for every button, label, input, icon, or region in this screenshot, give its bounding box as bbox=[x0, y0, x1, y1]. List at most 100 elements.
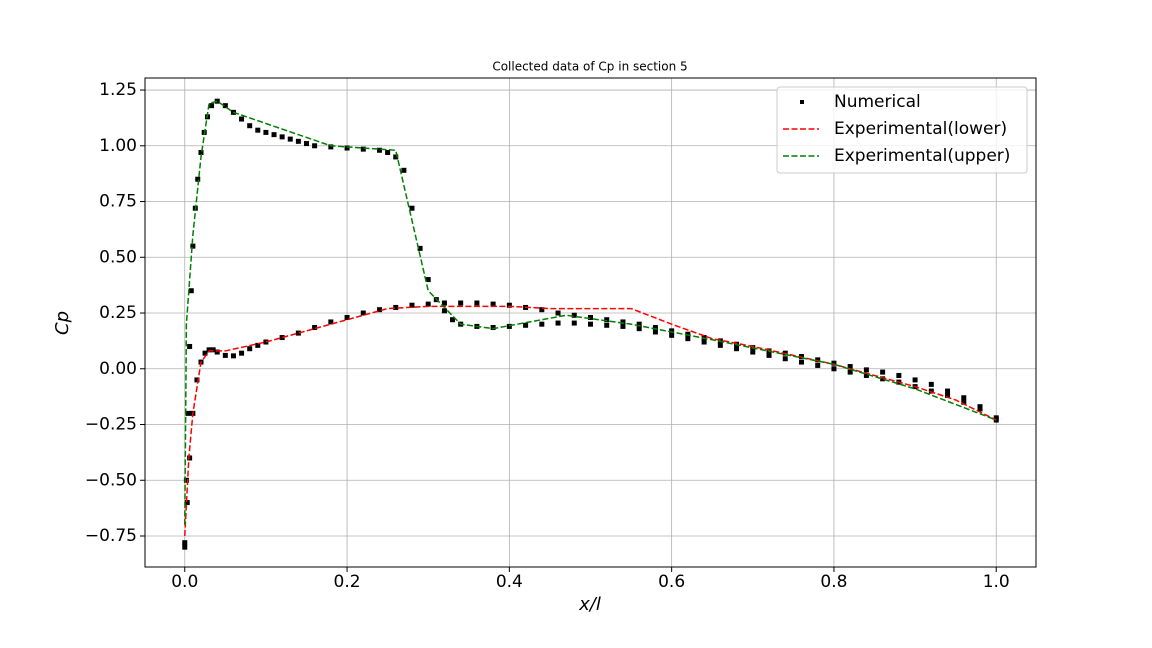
legend-label: Experimental(upper) bbox=[834, 146, 1010, 166]
marker bbox=[490, 301, 496, 307]
chart-title: Collected data of Cp in section 5 bbox=[492, 60, 687, 74]
marker bbox=[831, 366, 837, 372]
marker bbox=[271, 132, 277, 138]
x-tick-label: 0.4 bbox=[496, 572, 523, 592]
marker bbox=[209, 103, 215, 109]
marker bbox=[685, 336, 691, 342]
y-tick-label: 0.50 bbox=[99, 247, 137, 267]
marker bbox=[263, 339, 269, 345]
marker bbox=[409, 302, 415, 308]
y-tick-label: −0.50 bbox=[85, 470, 137, 490]
y-tick-label: 0.75 bbox=[99, 192, 137, 212]
marker bbox=[474, 300, 480, 306]
marker bbox=[344, 314, 350, 320]
marker bbox=[506, 302, 512, 308]
marker bbox=[750, 349, 756, 355]
x-tick-label: 0.2 bbox=[334, 572, 361, 592]
marker bbox=[588, 314, 593, 320]
legend-box bbox=[776, 86, 1028, 174]
marker bbox=[636, 326, 642, 332]
marker bbox=[912, 377, 918, 383]
marker bbox=[247, 346, 253, 352]
marker bbox=[620, 323, 626, 329]
marker bbox=[239, 116, 245, 122]
marker bbox=[701, 339, 707, 345]
marker bbox=[815, 357, 821, 363]
marker bbox=[977, 404, 983, 410]
marker bbox=[182, 544, 188, 550]
marker bbox=[815, 362, 821, 368]
marker bbox=[328, 144, 334, 150]
marker bbox=[393, 304, 399, 310]
marker bbox=[831, 360, 837, 366]
marker bbox=[571, 312, 577, 318]
marker bbox=[187, 455, 193, 461]
marker bbox=[214, 98, 220, 104]
y-tick-label: −0.25 bbox=[85, 415, 137, 435]
marker bbox=[669, 328, 675, 334]
x-axis-label: x/l bbox=[578, 594, 601, 615]
y-tick-label: 0.00 bbox=[99, 359, 137, 379]
marker bbox=[239, 350, 245, 356]
legend-label: Numerical bbox=[834, 92, 921, 112]
marker bbox=[863, 367, 869, 373]
marker bbox=[450, 317, 456, 323]
marker bbox=[928, 381, 934, 387]
marker bbox=[202, 350, 208, 356]
marker bbox=[555, 320, 561, 326]
marker bbox=[539, 307, 545, 313]
marker bbox=[279, 335, 285, 341]
marker bbox=[847, 364, 853, 370]
marker bbox=[187, 343, 193, 349]
marker bbox=[928, 388, 934, 394]
marker bbox=[312, 325, 318, 331]
marker bbox=[401, 167, 407, 173]
marker bbox=[377, 147, 383, 153]
marker bbox=[194, 377, 200, 383]
marker bbox=[195, 176, 201, 182]
marker bbox=[206, 347, 212, 353]
marker bbox=[295, 330, 301, 336]
marker bbox=[377, 307, 383, 313]
marker bbox=[409, 205, 415, 211]
marker bbox=[188, 288, 194, 294]
legend-marker bbox=[800, 100, 804, 104]
marker bbox=[652, 329, 658, 335]
x-tick-label: 0.0 bbox=[171, 572, 198, 592]
marker bbox=[458, 300, 464, 306]
marker bbox=[303, 141, 309, 147]
marker bbox=[183, 477, 189, 483]
marker bbox=[222, 103, 228, 109]
x-tick-label: 0.6 bbox=[658, 572, 685, 592]
marker bbox=[880, 369, 886, 375]
marker bbox=[417, 245, 423, 251]
marker bbox=[798, 359, 804, 365]
marker bbox=[523, 322, 529, 328]
marker bbox=[360, 310, 366, 316]
y-axis-label: Cp bbox=[52, 311, 73, 335]
marker bbox=[685, 331, 691, 337]
marker bbox=[571, 320, 577, 326]
marker bbox=[961, 399, 967, 405]
marker bbox=[766, 352, 772, 358]
marker bbox=[863, 372, 869, 378]
marker bbox=[717, 342, 723, 348]
marker bbox=[490, 325, 496, 331]
legend-label: Experimental(lower) bbox=[834, 119, 1007, 139]
marker bbox=[222, 352, 228, 358]
marker bbox=[945, 388, 951, 394]
marker bbox=[328, 319, 334, 325]
marker bbox=[604, 322, 610, 328]
marker bbox=[652, 325, 658, 331]
marker bbox=[263, 129, 269, 135]
marker bbox=[182, 540, 188, 546]
marker bbox=[198, 149, 204, 155]
plot-frame bbox=[144, 77, 1037, 568]
marker bbox=[669, 332, 675, 338]
y-tick-label: 0.25 bbox=[99, 303, 137, 323]
marker bbox=[880, 376, 886, 382]
marker bbox=[344, 145, 350, 151]
marker bbox=[190, 243, 196, 249]
marker bbox=[441, 308, 447, 314]
